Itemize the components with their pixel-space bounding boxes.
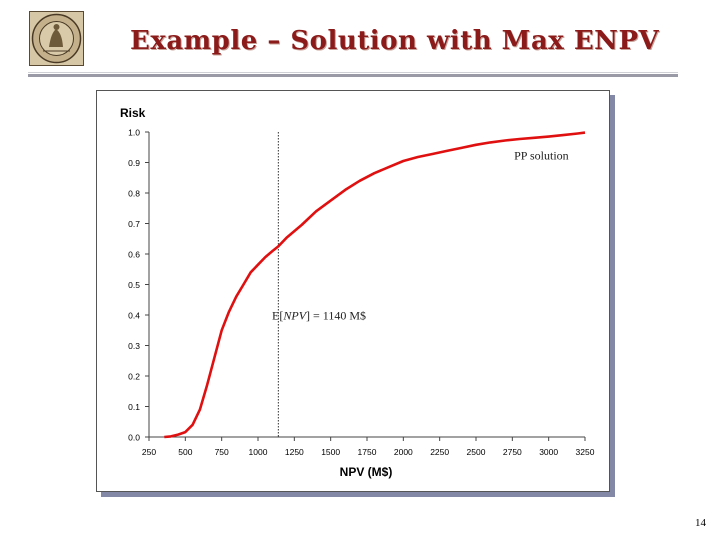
annotation-enpv: E[NPV] = 1140 M$ bbox=[272, 309, 366, 323]
y-tick-label: 0.9 bbox=[128, 158, 140, 168]
x-tick-label: 1750 bbox=[358, 447, 377, 457]
y-tick-label: 0.5 bbox=[128, 280, 140, 290]
y-tick-label: 0.7 bbox=[128, 219, 140, 229]
y-tick-label: 0.4 bbox=[128, 311, 140, 321]
y-tick-label: 0.0 bbox=[128, 433, 140, 443]
x-tick-label: 2250 bbox=[430, 447, 449, 457]
x-tick-label: 250 bbox=[142, 447, 156, 457]
x-tick-label: 3250 bbox=[576, 447, 595, 457]
university-seal-logo bbox=[29, 11, 84, 66]
annotation-enpv-prefix: E[ bbox=[272, 309, 283, 323]
x-tick-label: 3000 bbox=[539, 447, 558, 457]
x-tick-label: 1500 bbox=[321, 447, 340, 457]
x-tick-label: 1250 bbox=[285, 447, 304, 457]
x-tick-label: 2000 bbox=[394, 447, 413, 457]
annotation-enpv-italic: NPV bbox=[282, 309, 307, 323]
y-tick-label: 0.1 bbox=[128, 402, 140, 412]
x-tick-label: 500 bbox=[178, 447, 192, 457]
y-axis-label: Risk bbox=[120, 106, 146, 120]
page-number: 14 bbox=[695, 517, 706, 529]
y-tick-label: 1.0 bbox=[128, 128, 140, 138]
x-tick-label: 1000 bbox=[249, 447, 268, 457]
chart-frame bbox=[96, 90, 610, 492]
series-line-pp-solution bbox=[164, 131, 586, 439]
x-tick-label: 2500 bbox=[467, 447, 486, 457]
title-underline bbox=[28, 74, 678, 77]
slide-title: Example – Solution with Max ENPV bbox=[130, 26, 660, 56]
x-tick-label: 750 bbox=[215, 447, 229, 457]
y-tick-label: 0.8 bbox=[128, 189, 140, 199]
y-tick-label: 0.3 bbox=[128, 341, 140, 351]
y-tick-label: 0.2 bbox=[128, 372, 140, 382]
x-axis-label: NPV (M$) bbox=[340, 465, 393, 479]
title-rule-highlight bbox=[28, 72, 678, 73]
y-tick-label: 0.6 bbox=[128, 250, 140, 260]
x-tick-label: 2750 bbox=[503, 447, 522, 457]
annotation-pp-solution: PP solution bbox=[514, 148, 569, 162]
chart-ticks: 0.0 0.1 0.2 0.3 0.4 0.5 0.6 0.7 0.8 0.9 1.0 250 500 7… bbox=[128, 128, 595, 458]
annotation-enpv-suffix: ] = 1140 M$ bbox=[306, 309, 366, 323]
